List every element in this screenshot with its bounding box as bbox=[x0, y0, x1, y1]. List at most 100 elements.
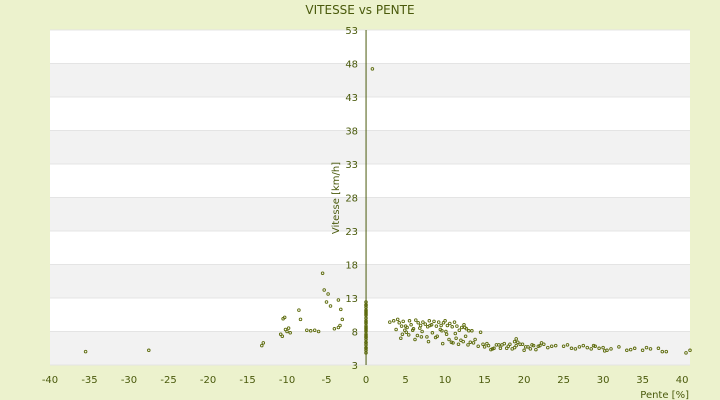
data-point bbox=[451, 341, 455, 345]
grid-bands bbox=[50, 63, 690, 365]
data-point bbox=[569, 346, 574, 351]
data-point bbox=[523, 345, 528, 349]
data-point bbox=[282, 315, 287, 320]
x-tick-label: 40 bbox=[676, 375, 689, 386]
data-point bbox=[261, 341, 266, 345]
data-point bbox=[461, 339, 465, 344]
data-point bbox=[364, 320, 368, 324]
data-point bbox=[438, 327, 443, 332]
data-point bbox=[463, 334, 468, 338]
x-tick-label: 5 bbox=[402, 375, 408, 386]
data-point bbox=[644, 345, 649, 350]
y-axis-title: Vitesse [km/h] bbox=[331, 162, 342, 234]
data-point bbox=[660, 349, 665, 354]
x-tick-label: -35 bbox=[81, 375, 97, 386]
data-point bbox=[364, 300, 368, 304]
data-point bbox=[440, 341, 445, 346]
data-point bbox=[577, 345, 582, 349]
data-point bbox=[473, 337, 477, 342]
gridlines bbox=[50, 29, 690, 366]
data-point bbox=[407, 319, 412, 323]
x-tick-label: 35 bbox=[636, 375, 649, 386]
data-point bbox=[428, 323, 432, 328]
data-point bbox=[326, 292, 330, 296]
data-point bbox=[520, 342, 525, 346]
data-point bbox=[522, 348, 526, 353]
data-point bbox=[420, 329, 424, 334]
data-point bbox=[453, 331, 458, 336]
data-point bbox=[397, 321, 401, 325]
data-point bbox=[447, 337, 451, 342]
y-tick-label: 43 bbox=[345, 93, 358, 104]
data-point bbox=[561, 344, 566, 348]
data-point bbox=[364, 303, 368, 308]
data-point bbox=[409, 323, 413, 327]
data-point bbox=[444, 329, 448, 334]
data-point bbox=[508, 342, 512, 346]
data-point bbox=[471, 341, 476, 345]
data-point bbox=[305, 328, 309, 332]
data-point bbox=[399, 324, 404, 328]
data-point bbox=[531, 343, 536, 348]
data-point bbox=[432, 319, 436, 324]
data-point bbox=[648, 347, 653, 351]
data-point bbox=[423, 322, 428, 326]
data-point bbox=[498, 346, 503, 351]
data-point bbox=[528, 347, 533, 351]
data-point bbox=[549, 344, 554, 348]
grid-band bbox=[50, 130, 690, 164]
data-point bbox=[260, 343, 264, 348]
data-point bbox=[553, 343, 558, 348]
data-point bbox=[450, 325, 454, 329]
data-point bbox=[514, 337, 518, 341]
x-tick-label: 0 bbox=[363, 375, 369, 386]
data-point bbox=[512, 339, 517, 344]
data-point bbox=[443, 319, 447, 323]
data-point bbox=[492, 346, 496, 351]
data-point bbox=[394, 327, 398, 332]
data-point bbox=[534, 347, 538, 352]
data-point bbox=[413, 337, 417, 342]
grid-band bbox=[50, 63, 690, 97]
data-point bbox=[597, 346, 601, 351]
y-tick-label: 33 bbox=[345, 160, 358, 171]
data-point bbox=[478, 330, 483, 334]
y-tick-label: 28 bbox=[345, 194, 358, 205]
data-point bbox=[364, 346, 368, 351]
data-point bbox=[489, 347, 493, 352]
data-point bbox=[336, 298, 341, 302]
x-tick-label: -30 bbox=[121, 375, 137, 386]
data-point bbox=[546, 345, 550, 350]
data-point bbox=[468, 340, 473, 344]
data-point bbox=[328, 304, 333, 308]
data-point bbox=[364, 335, 368, 340]
data-point bbox=[297, 308, 301, 312]
data-point bbox=[316, 329, 321, 334]
x-tick-label: 10 bbox=[439, 375, 452, 386]
chart-title: VITESSE vs PENTE bbox=[305, 3, 415, 17]
data-point bbox=[684, 351, 688, 355]
data-point bbox=[602, 349, 607, 353]
data-point bbox=[425, 335, 429, 339]
data-point bbox=[581, 343, 586, 348]
data-point bbox=[688, 348, 692, 353]
y-tick-label: 3 bbox=[352, 361, 358, 372]
data-point bbox=[418, 326, 422, 330]
data-point bbox=[401, 319, 405, 324]
data-point bbox=[410, 328, 415, 332]
data-point bbox=[336, 325, 341, 330]
data-point bbox=[463, 325, 467, 330]
data-point bbox=[628, 347, 633, 352]
data-point bbox=[476, 344, 480, 348]
data-point bbox=[340, 317, 345, 322]
data-point bbox=[481, 342, 485, 346]
x-tick-label: -15 bbox=[239, 375, 255, 386]
data-point bbox=[482, 345, 487, 349]
y-tick-label: 13 bbox=[345, 294, 358, 305]
data-point bbox=[400, 332, 405, 336]
data-point bbox=[395, 317, 400, 322]
y-tick-label: 53 bbox=[345, 26, 358, 37]
data-point bbox=[434, 324, 439, 328]
x-tick-label: -5 bbox=[322, 375, 332, 386]
